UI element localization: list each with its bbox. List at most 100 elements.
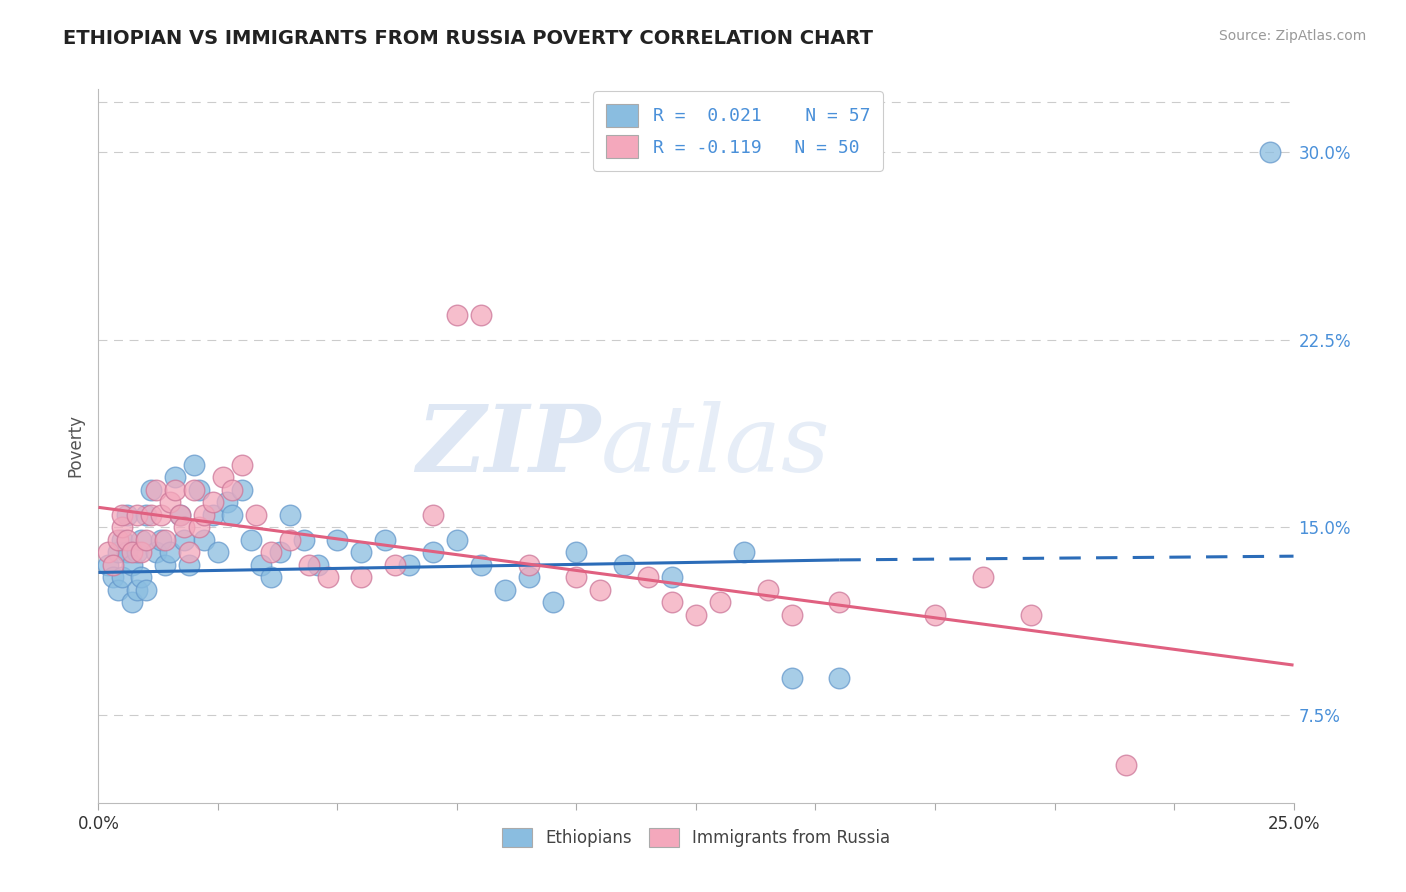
Text: Source: ZipAtlas.com: Source: ZipAtlas.com bbox=[1219, 29, 1367, 43]
Point bbox=[155, 558, 177, 572]
Point bbox=[135, 533, 157, 547]
Point bbox=[111, 508, 134, 522]
Point bbox=[1258, 145, 1281, 159]
Point bbox=[278, 508, 301, 522]
Point bbox=[350, 570, 373, 584]
Point bbox=[159, 495, 181, 509]
Point bbox=[250, 558, 273, 572]
Point bbox=[517, 558, 540, 572]
Point bbox=[709, 595, 731, 609]
Point bbox=[685, 607, 707, 622]
Point bbox=[193, 533, 215, 547]
Point bbox=[115, 545, 138, 559]
Point bbox=[155, 533, 177, 547]
Point bbox=[107, 545, 129, 559]
Point bbox=[307, 558, 329, 572]
Point bbox=[97, 558, 120, 572]
Point bbox=[131, 533, 153, 547]
Point bbox=[101, 558, 124, 572]
Point bbox=[139, 508, 162, 522]
Point bbox=[139, 483, 162, 497]
Point bbox=[169, 508, 191, 522]
Point bbox=[240, 533, 263, 547]
Point bbox=[183, 458, 205, 472]
Point bbox=[115, 533, 138, 547]
Point bbox=[159, 545, 181, 559]
Point bbox=[193, 508, 215, 522]
Point bbox=[972, 570, 994, 584]
Point bbox=[163, 483, 186, 497]
Point bbox=[231, 458, 253, 472]
Point bbox=[187, 520, 209, 534]
Point bbox=[733, 545, 755, 559]
Point bbox=[661, 570, 683, 584]
Point bbox=[316, 570, 339, 584]
Point bbox=[135, 582, 157, 597]
Point bbox=[211, 470, 233, 484]
Point bbox=[179, 545, 201, 559]
Point bbox=[107, 533, 129, 547]
Point bbox=[613, 558, 636, 572]
Legend: Ethiopians, Immigrants from Russia: Ethiopians, Immigrants from Russia bbox=[494, 819, 898, 855]
Point bbox=[163, 470, 186, 484]
Point bbox=[589, 582, 612, 597]
Point bbox=[259, 570, 281, 584]
Point bbox=[780, 671, 803, 685]
Point bbox=[111, 520, 134, 534]
Point bbox=[221, 508, 243, 522]
Point bbox=[245, 508, 267, 522]
Point bbox=[422, 508, 444, 522]
Point bbox=[565, 545, 588, 559]
Point bbox=[97, 545, 120, 559]
Point bbox=[173, 533, 195, 547]
Point bbox=[125, 508, 148, 522]
Point bbox=[470, 558, 492, 572]
Point bbox=[145, 483, 167, 497]
Point bbox=[828, 671, 851, 685]
Point bbox=[187, 483, 209, 497]
Point bbox=[384, 558, 406, 572]
Point bbox=[924, 607, 946, 622]
Point bbox=[350, 545, 373, 559]
Point bbox=[292, 533, 315, 547]
Point bbox=[149, 508, 172, 522]
Point bbox=[111, 533, 134, 547]
Point bbox=[446, 308, 468, 322]
Y-axis label: Poverty: Poverty bbox=[66, 415, 84, 477]
Point bbox=[173, 520, 195, 534]
Point bbox=[125, 545, 148, 559]
Point bbox=[145, 545, 167, 559]
Point bbox=[298, 558, 321, 572]
Point bbox=[326, 533, 349, 547]
Point bbox=[398, 558, 420, 572]
Point bbox=[107, 582, 129, 597]
Point bbox=[494, 582, 516, 597]
Point bbox=[149, 533, 172, 547]
Point bbox=[111, 570, 134, 584]
Point bbox=[470, 308, 492, 322]
Point bbox=[565, 570, 588, 584]
Point bbox=[121, 545, 143, 559]
Point bbox=[278, 533, 301, 547]
Point bbox=[202, 495, 225, 509]
Point bbox=[517, 570, 540, 584]
Point bbox=[1115, 758, 1137, 772]
Text: atlas: atlas bbox=[600, 401, 830, 491]
Point bbox=[374, 533, 396, 547]
Point bbox=[115, 508, 138, 522]
Point bbox=[269, 545, 291, 559]
Point bbox=[135, 508, 157, 522]
Point bbox=[169, 508, 191, 522]
Point bbox=[780, 607, 803, 622]
Point bbox=[637, 570, 659, 584]
Point bbox=[259, 545, 281, 559]
Point bbox=[125, 582, 148, 597]
Point bbox=[1019, 607, 1042, 622]
Text: ZIP: ZIP bbox=[416, 401, 600, 491]
Point bbox=[131, 570, 153, 584]
Point bbox=[756, 582, 779, 597]
Point bbox=[179, 558, 201, 572]
Point bbox=[183, 483, 205, 497]
Point bbox=[221, 483, 243, 497]
Point bbox=[131, 545, 153, 559]
